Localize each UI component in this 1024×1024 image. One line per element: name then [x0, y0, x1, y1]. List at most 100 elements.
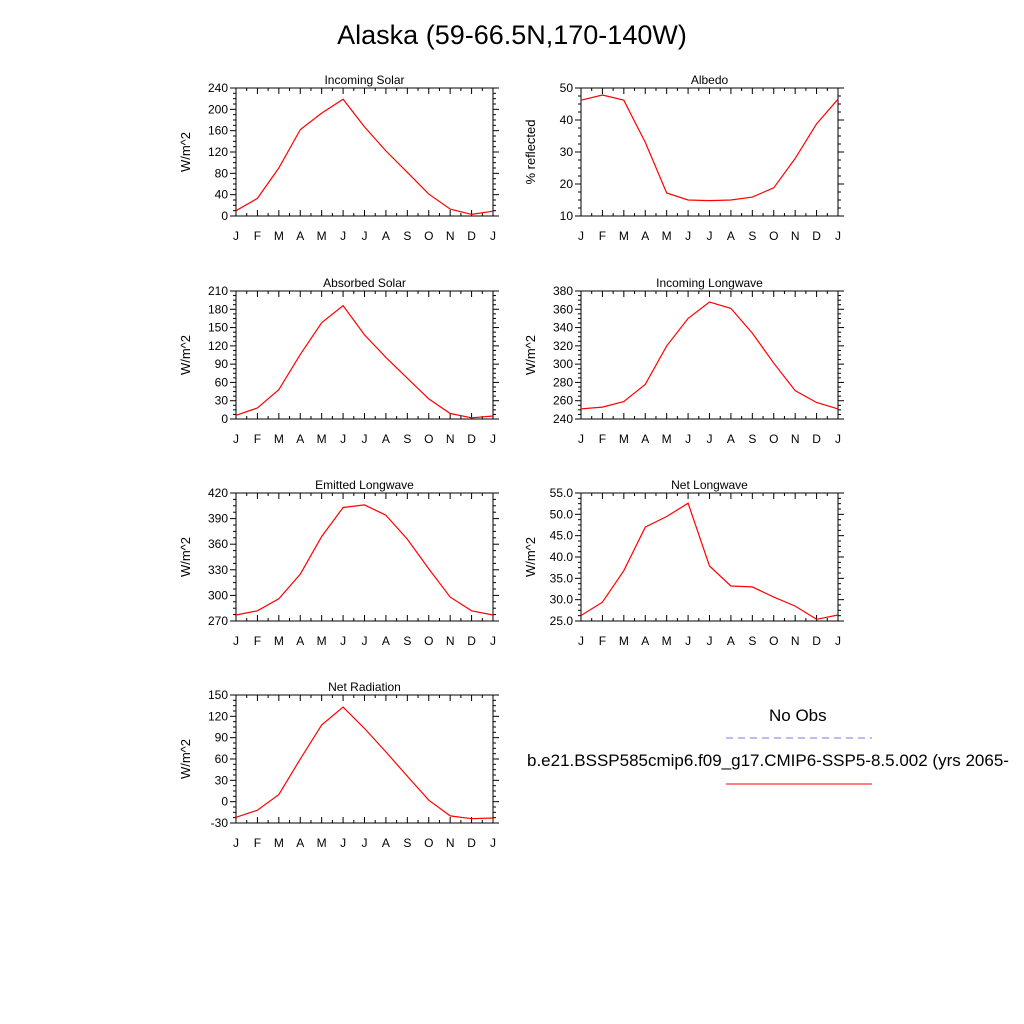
series-line-0: [235, 706, 494, 820]
x-tick-label: A: [296, 229, 304, 243]
x-tick-label: M: [274, 634, 284, 648]
x-tick-label: S: [403, 634, 411, 648]
y-axis-label: W/m^2: [523, 335, 538, 375]
y-axis-label: W/m^2: [178, 335, 193, 375]
x-tick-label: J: [233, 634, 239, 648]
x-tick-label: O: [424, 432, 433, 446]
x-tick-label: N: [446, 432, 455, 446]
x-tick-label: A: [641, 229, 649, 243]
y-tick-label: 240: [553, 412, 573, 426]
series-line-0: [580, 301, 839, 410]
y-tick-label: 30.0: [550, 593, 574, 607]
x-tick-label: A: [382, 432, 390, 446]
y-tick-label: 55.0: [550, 486, 574, 500]
x-tick-label: D: [467, 634, 476, 648]
x-tick-label: D: [812, 432, 821, 446]
y-tick-label: 25.0: [550, 614, 574, 628]
x-tick-label: J: [362, 432, 368, 446]
x-tick-label: M: [662, 432, 672, 446]
series-line-0: [580, 502, 839, 620]
y-tick-label: 360: [553, 302, 573, 316]
x-tick-label: J: [340, 432, 346, 446]
y-tick-label: 120: [208, 339, 228, 353]
x-tick-label: J: [490, 836, 496, 850]
x-tick-label: M: [317, 634, 327, 648]
x-tick-label: N: [791, 634, 800, 648]
x-tick-label: M: [619, 634, 629, 648]
x-tick-label: A: [641, 634, 649, 648]
x-tick-label: J: [685, 229, 691, 243]
y-tick-label: 50: [560, 81, 574, 95]
x-tick-label: J: [685, 432, 691, 446]
y-axis-label: W/m^2: [178, 537, 193, 577]
x-tick-label: N: [446, 634, 455, 648]
x-tick-label: S: [748, 229, 756, 243]
x-tick-label: J: [490, 229, 496, 243]
y-tick-label: 30: [215, 394, 229, 408]
y-axis-label: % reflected: [523, 119, 538, 184]
y-axis-label: W/m^2: [523, 537, 538, 577]
y-tick-label: 340: [553, 321, 573, 335]
x-tick-label: F: [599, 229, 606, 243]
x-tick-label: S: [403, 836, 411, 850]
series-line-0: [235, 304, 494, 419]
x-tick-label: J: [233, 229, 239, 243]
x-tick-label: J: [340, 229, 346, 243]
y-tick-label: 40.0: [550, 550, 574, 564]
y-tick-label: 380: [553, 284, 573, 298]
y-tick-label: 180: [208, 302, 228, 316]
panel-title: Absorbed Solar: [323, 276, 406, 290]
x-tick-label: M: [274, 836, 284, 850]
y-tick-label: 360: [208, 537, 228, 551]
x-tick-label: J: [707, 432, 713, 446]
x-tick-label: J: [490, 634, 496, 648]
x-tick-label: M: [317, 229, 327, 243]
y-tick-label: 420: [208, 486, 228, 500]
x-tick-label: J: [835, 432, 841, 446]
x-tick-label: D: [812, 229, 821, 243]
y-tick-label: 330: [208, 563, 228, 577]
x-tick-label: A: [296, 836, 304, 850]
x-tick-label: O: [424, 634, 433, 648]
y-tick-label: 90: [215, 357, 229, 371]
x-tick-label: J: [362, 634, 368, 648]
x-tick-label: F: [254, 229, 261, 243]
series-line-0: [235, 504, 494, 616]
x-tick-label: D: [467, 229, 476, 243]
panel-frame: [580, 290, 839, 420]
x-tick-label: M: [317, 432, 327, 446]
x-tick-label: J: [578, 229, 584, 243]
panel-title: Net Radiation: [328, 680, 401, 694]
x-tick-label: F: [254, 432, 261, 446]
y-tick-label: 260: [553, 394, 573, 408]
series-line-0: [580, 94, 839, 202]
x-tick-label: J: [362, 836, 368, 850]
panel-frame: [235, 290, 494, 420]
y-tick-label: 320: [553, 339, 573, 353]
y-tick-label: 40: [560, 113, 574, 127]
y-tick-label: 240: [208, 81, 228, 95]
x-tick-label: N: [446, 836, 455, 850]
legend-model-label: b.e21.BSSP585cmip6.f09_g17.CMIP6-SSP5-8.…: [527, 751, 1009, 770]
x-tick-label: J: [835, 634, 841, 648]
x-tick-label: D: [467, 836, 476, 850]
x-tick-label: F: [599, 634, 606, 648]
x-tick-label: D: [467, 432, 476, 446]
y-tick-label: 280: [553, 375, 573, 389]
x-tick-label: S: [748, 432, 756, 446]
y-tick-label: 40: [215, 188, 229, 202]
x-tick-label: A: [382, 634, 390, 648]
y-tick-label: 120: [208, 145, 228, 159]
x-tick-label: A: [296, 634, 304, 648]
x-tick-label: M: [662, 634, 672, 648]
panel-frame: [580, 492, 839, 622]
y-tick-label: 150: [208, 688, 228, 702]
y-tick-label: 0: [221, 412, 228, 426]
